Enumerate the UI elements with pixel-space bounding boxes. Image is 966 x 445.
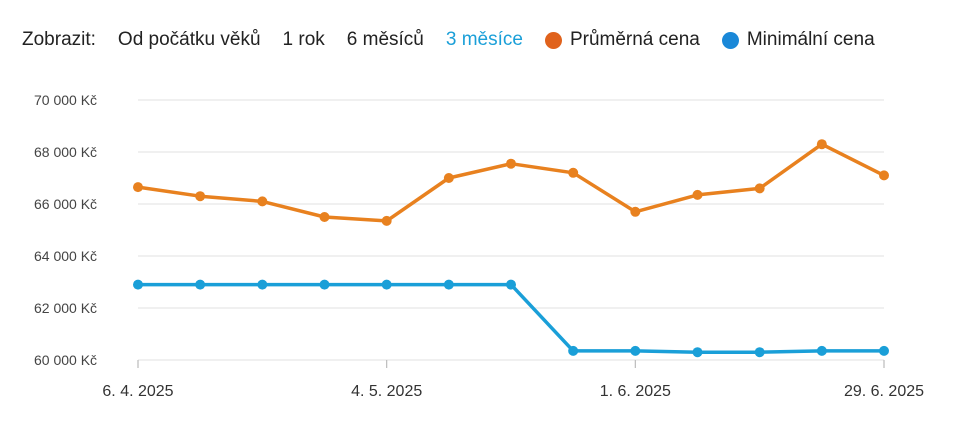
data-point[interactable] <box>443 173 454 183</box>
data-point[interactable] <box>630 206 641 217</box>
range-option-6-months[interactable]: 6 měsíců <box>346 29 424 50</box>
data-point[interactable] <box>879 345 889 356</box>
legend-minimum-label: Minimální cena <box>746 29 875 50</box>
series-line <box>136 282 886 354</box>
legend-item-minimum[interactable]: Minimální cena <box>721 29 875 51</box>
series-minimum-price <box>133 279 889 358</box>
legend-minimum-dot <box>721 31 739 49</box>
legend-average-dot <box>544 31 562 49</box>
data-point[interactable] <box>257 196 268 207</box>
data-point[interactable] <box>381 279 392 290</box>
data-point[interactable] <box>816 139 827 150</box>
show-label: Zobrazit: <box>22 29 96 50</box>
data-point[interactable] <box>443 279 454 290</box>
data-point[interactable] <box>692 347 703 358</box>
data-point[interactable] <box>568 345 579 356</box>
legend-average-label: Průměrná cena <box>569 29 700 50</box>
y-tick-label: 60 000 Kč <box>34 352 97 368</box>
data-point[interactable] <box>754 183 765 194</box>
data-point[interactable] <box>568 167 579 178</box>
data-point[interactable] <box>506 158 516 169</box>
range-option-all-time[interactable]: Od počátku věků <box>117 29 261 50</box>
y-tick-label: 64 000 Kč <box>34 248 97 264</box>
data-point[interactable] <box>257 279 268 290</box>
data-point[interactable] <box>381 215 392 226</box>
y-axis-ticks: 60 000 Kč 62 000 Kč 64 000 Kč 66 000 Kč 68 0… <box>34 92 97 368</box>
series-lines <box>133 139 889 358</box>
data-point[interactable] <box>195 191 206 202</box>
y-tick-label: 70 000 Kč <box>34 92 97 108</box>
data-point[interactable] <box>879 170 889 181</box>
grid-lines <box>138 99 884 361</box>
x-tick-label: 6. 4. 2025 <box>102 383 173 400</box>
chart-toolbar: Zobrazit: Od počátku věků 1 rok 6 měsíců… <box>22 26 875 54</box>
series-average-price <box>133 139 889 226</box>
series-line <box>136 142 886 223</box>
data-point[interactable] <box>754 347 765 358</box>
data-point[interactable] <box>630 345 641 356</box>
x-tick-label: 1. 6. 2025 <box>600 383 671 400</box>
x-axis: 6. 4. 2025 4. 5. 2025 1. 6. 2025 29. 6. 202… <box>102 360 924 400</box>
y-tick-label: 68 000 Kč <box>34 144 97 160</box>
y-tick-label: 62 000 Kč <box>34 300 97 316</box>
legend-item-average[interactable]: Průměrná cena <box>544 29 700 51</box>
range-option-1-year[interactable]: 1 rok <box>282 29 325 50</box>
data-point[interactable] <box>692 189 703 200</box>
data-point[interactable] <box>195 279 206 290</box>
data-point[interactable] <box>319 279 330 290</box>
data-point[interactable] <box>816 345 827 356</box>
data-point[interactable] <box>319 212 330 222</box>
data-point[interactable] <box>506 279 516 290</box>
range-option-3-months[interactable]: 3 měsíce <box>445 29 523 50</box>
data-point[interactable] <box>133 182 143 193</box>
y-tick-label: 66 000 Kč <box>34 196 97 212</box>
data-point[interactable] <box>133 279 143 290</box>
x-tick-label: 4. 5. 2025 <box>351 383 422 400</box>
x-tick-label: 29. 6. 2025 <box>844 383 924 400</box>
